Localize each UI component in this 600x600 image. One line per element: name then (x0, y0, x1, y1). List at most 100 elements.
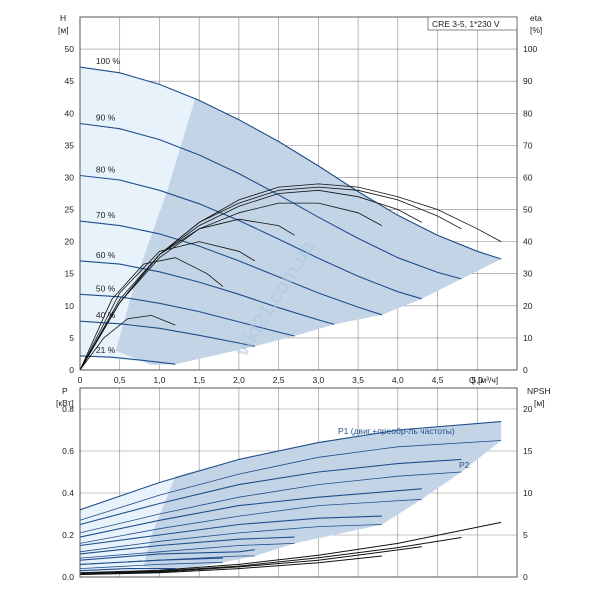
eta-tick-label: 20 (523, 301, 533, 311)
head-curve-40 (79, 320, 255, 347)
efficiency-curve-60 (79, 218, 295, 371)
bottom-y-tick-labels: 0.0 0.2 0.4 0.6 0.8 (62, 404, 74, 582)
efficiency-curve-50 (79, 241, 256, 371)
q-tick-label: 5,0 (471, 375, 483, 385)
speed-label: 100 % (96, 56, 121, 66)
power-npsh-chart: 0.0 0.2 0.4 0.6 0.8 0 5 10 15 20 P [кВт] NPSH [м… (56, 386, 551, 582)
q-tick-label: 0,5 (114, 375, 126, 385)
efficiency-curve-80 (79, 189, 422, 371)
speed-label: 70 % (96, 210, 116, 220)
p-tick-label: 0.8 (62, 404, 74, 414)
model-label-box (427, 16, 518, 31)
h-tick-label: 20 (65, 237, 75, 247)
npsh-curve-100 (79, 521, 502, 574)
head-curve-80 (79, 174, 422, 300)
p2-curve-80 (79, 498, 422, 544)
p1-curve-90 (79, 458, 462, 526)
p-axis-unit: [кВт] (56, 398, 74, 408)
p1-curve-60 (79, 536, 295, 555)
npsh-tick-label: 15 (523, 446, 533, 456)
head-curve-50 (79, 293, 295, 337)
p2-curve-100 (79, 440, 502, 521)
npsh-tick-label: 0 (523, 572, 528, 582)
eta-tick-label: 70 (523, 140, 533, 150)
p2-curve-70 (79, 524, 382, 553)
h-tick-label: 50 (65, 44, 75, 54)
operating-region (80, 67, 502, 365)
head-curve-90 (79, 122, 462, 280)
p1-curve-80 (79, 488, 422, 538)
p1-curve-21 (79, 568, 176, 572)
efficiency-curve-70 (79, 202, 383, 371)
npsh-axis-unit: [м] (534, 398, 545, 408)
eta-tick-label: 80 (523, 108, 533, 118)
p2-curve-50 (79, 555, 255, 565)
bottom-y2-tick-labels: 0 5 10 15 20 (523, 404, 533, 582)
head-curve-70 (79, 220, 383, 316)
h-tick-label: 5 (69, 333, 74, 343)
npsh-curve-80 (79, 546, 422, 575)
eta-tick-label: 90 (523, 76, 533, 86)
h-axis-title: H (60, 13, 66, 23)
p1-curve-100 (79, 421, 502, 511)
h-tick-label: 0 (69, 365, 74, 375)
q-tick-label: 3,0 (312, 375, 324, 385)
p2-curve-40 (79, 561, 224, 569)
p2-curve-60 (79, 543, 295, 559)
npsh-curve-90 (79, 537, 462, 575)
head-curves (79, 66, 502, 365)
npsh-tick-label: 20 (523, 404, 533, 414)
eta-tick-label: 50 (523, 205, 533, 215)
p1-series-label: P1 (двиг.+преобр-ль частоты) (338, 426, 455, 436)
head-curve-60 (79, 260, 335, 325)
bottom-plot-frame (79, 387, 518, 578)
head-curve-21 (79, 355, 176, 365)
eta-tick-label: 0 (523, 365, 528, 375)
npsh-tick-label: 10 (523, 488, 533, 498)
npsh-curve-70 (79, 555, 382, 575)
h-tick-label: 15 (65, 269, 75, 279)
npsh-tick-label: 5 (523, 530, 528, 540)
eta-tick-label: 60 (523, 172, 533, 182)
efficiency-curve-40 (79, 257, 224, 371)
top-plot-frame (79, 16, 518, 371)
q-tick-label: 0 (78, 375, 83, 385)
efficiency-curve-21 (79, 314, 176, 371)
q-tick-label: 4,0 (392, 375, 404, 385)
eta-axis-title: eta (530, 13, 542, 23)
head-curve-100 (79, 66, 502, 260)
speed-label: 80 % (96, 165, 116, 175)
p-tick-label: 0.4 (62, 488, 74, 498)
h-tick-label: 45 (65, 76, 75, 86)
head-efficiency-chart: 0 0,5 1,0 1,5 2,0 2,5 3,0 3,5 4,0 4,5 5,0 0 5 10 15 20… (58, 13, 542, 385)
eta-tick-label: 100 (523, 44, 537, 54)
speed-label: 21 % (96, 345, 116, 355)
eta-tick-label: 10 (523, 333, 533, 343)
h-tick-label: 30 (65, 172, 75, 182)
q-axis-title: Q [м³/ч] (469, 375, 498, 385)
npsh-axis-title: NPSH (527, 386, 551, 396)
p-tick-label: 0.6 (62, 446, 74, 456)
q-tick-label: 3,5 (352, 375, 364, 385)
speed-labels: 100 % 90 % 80 % 70 % 60 % 50 % 40 % 21 % (96, 56, 121, 355)
q-tick-label: 2,5 (273, 375, 285, 385)
q-tick-label: 4,5 (432, 375, 444, 385)
eta-axis-unit: [%] (530, 25, 542, 35)
p1-curve-70 (79, 515, 382, 547)
power-curves (79, 421, 502, 574)
p-tick-label: 0.2 (62, 530, 74, 540)
p-axis-title: P (62, 386, 68, 396)
model-label: CRE 3-5, 1*230 V (432, 19, 500, 29)
eta-tick-label: 30 (523, 269, 533, 279)
p-tick-label: 0.0 (62, 572, 74, 582)
dark-operating-area (115, 98, 502, 365)
speed-label: 50 % (96, 283, 116, 293)
h-tick-label: 40 (65, 108, 75, 118)
h-tick-label: 35 (65, 140, 75, 150)
p2-curve-90 (79, 471, 462, 534)
top-y-tick-labels: 0 5 10 15 20 25 30 35 40 45 50 (65, 44, 75, 375)
speed-label: 60 % (96, 250, 116, 260)
top-x-tick-labels: 0 0,5 1,0 1,5 2,0 2,5 3,0 3,5 4,0 4,5 5,0 (78, 375, 484, 385)
speed-label: 40 % (96, 310, 116, 320)
